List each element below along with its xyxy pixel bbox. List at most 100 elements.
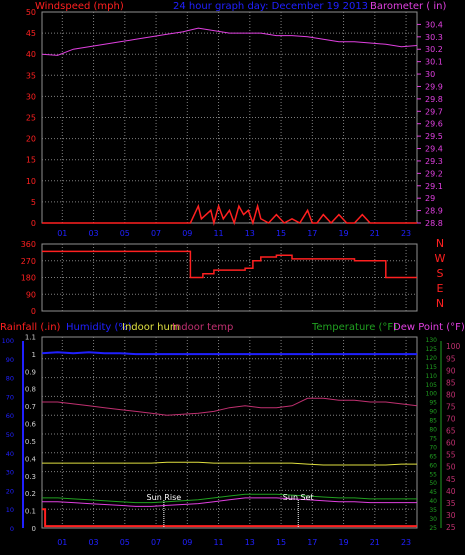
compass-label: N: [436, 297, 444, 310]
x-tick-label: 11: [213, 538, 223, 547]
x-tick-label: 07: [151, 538, 161, 547]
humidity-line: [41, 351, 417, 356]
x-tick-label: 21: [370, 229, 380, 238]
indoor-temp-tick-label: 95: [446, 354, 456, 363]
temperature-tick-label: 105: [426, 382, 438, 389]
panel2-series: [42, 250, 417, 279]
panel1-x-ticks: 01 03 05 07 09 11 13 15 17 19 21 23: [57, 229, 411, 238]
temperature-tick-label: 25: [429, 525, 437, 532]
windspeed-tick-label: 50: [26, 8, 36, 17]
rainfall-tick-label: 0.8: [25, 386, 36, 394]
barometer-tick-label: 29.4: [425, 145, 443, 154]
temperature-tick-label: 125: [426, 346, 438, 353]
panel1-left-ticks: 0 5 10 15 20 25 30 35 40 45 50: [26, 8, 36, 228]
rainfall-tick-label: 1: [32, 351, 36, 359]
x-tick-label: 13: [245, 229, 255, 238]
indoor-temp-tick-label: 40: [446, 487, 456, 496]
humidity-tick-label: 90: [6, 356, 14, 364]
panel1-right-ticks: 28.8 28.9 29 29.1 29.2 29.3 29.4 29.5 29.6 29.7 29…: [417, 20, 443, 228]
x-tick-label: 09: [182, 229, 192, 238]
temperature-tick-label: 65: [429, 453, 437, 460]
barometer-tick-label: 29.6: [425, 120, 443, 129]
x-tick-label: 23: [401, 538, 411, 547]
temperature-tick-label: 40: [429, 498, 437, 505]
x-tick-label: 17: [307, 538, 317, 547]
indoor-temp-tick-label: 85: [446, 378, 456, 387]
rainfall-tick-label: 0.6: [25, 421, 37, 429]
panel1-series: [41, 27, 418, 226]
panel3-left-ticks: 0 10 20 30 40 50 60 70 80 90 100 0 0.1 0.2 0.3 0.4 0.5 0.…: [2, 334, 37, 533]
x-tick-label: 05: [120, 229, 130, 238]
panel3-annotations: Sun Rise Sun Set: [147, 493, 314, 528]
x-tick-label: 19: [338, 538, 348, 547]
x-tick-label: 15: [276, 538, 286, 547]
indoor-temp-tick-label: 55: [446, 451, 456, 460]
x-tick-label: 03: [88, 229, 98, 238]
indoor-temp-line: [42, 397, 418, 416]
rainfall-line: [42, 508, 417, 528]
barometer-tick-label: 29.5: [425, 132, 443, 141]
x-tick-label: 09: [182, 538, 192, 547]
humidity-tick-label: 70: [6, 393, 14, 401]
windspeed-line: [42, 203, 417, 226]
temperature-tick-label: 50: [429, 480, 437, 487]
panel3-right-ticks: 2530354045505560657075808590951001051101…: [426, 337, 461, 532]
indoor-temp-tick-label: 90: [446, 366, 456, 375]
indoor-hum-line: [42, 461, 417, 466]
barometer-tick-label: 29.9: [425, 82, 443, 91]
indoor-temp-tick-label: 80: [446, 390, 456, 399]
rainfall-tick-label: 0.9: [25, 368, 36, 376]
humidity-tick-label: 30: [6, 469, 14, 477]
barometer-tick-label: 29.3: [425, 157, 443, 166]
dew-point-axis-label: Dew Point (°F): [393, 322, 465, 333]
x-tick-label: 01: [57, 538, 67, 547]
windspeed-axis-label: Windspeed (mph): [35, 1, 124, 12]
humidity-tick-label: 100: [2, 337, 14, 345]
indoor-temp-tick-label: 60: [446, 439, 456, 448]
windspeed-tick-label: 5: [31, 198, 36, 207]
x-tick-label: 13: [245, 538, 255, 547]
x-tick-label: 23: [401, 229, 411, 238]
temperature-tick-label: 35: [429, 507, 437, 514]
temperature-tick-label: 45: [429, 489, 437, 496]
temperature-tick-label: 70: [429, 444, 437, 451]
humidity-tick-label: 0: [10, 525, 14, 533]
sun-marker-label: Sun Set: [283, 493, 314, 502]
barometer-tick-label: 28.8: [425, 219, 443, 228]
temperature-tick-label: 60: [429, 462, 437, 469]
windspeed-tick-label: 0: [31, 219, 36, 228]
rainfall-tick-label: 0.4: [25, 455, 37, 463]
rainfall-tick-label: 1.1: [25, 334, 36, 342]
x-tick-label: 19: [338, 229, 348, 238]
wind-dir-tick-label: 90: [26, 290, 36, 299]
x-tick-label: 17: [307, 229, 317, 238]
compass-label: W: [435, 252, 446, 265]
compass-label: E: [437, 282, 444, 295]
wind-dir-tick-label: 0: [31, 307, 36, 316]
rainfall-tick-label: 0: [32, 525, 36, 533]
temperature-tick-label: 75: [429, 435, 437, 442]
windspeed-tick-label: 20: [26, 135, 36, 144]
panel3-grid: [42, 337, 417, 528]
x-tick-label: 01: [57, 229, 67, 238]
temperature-tick-label: 90: [429, 409, 437, 416]
compass-label: S: [437, 267, 444, 280]
indoor-temp-tick-label: 75: [446, 402, 456, 411]
windspeed-tick-label: 35: [26, 71, 36, 80]
temperature-tick-label: 100: [426, 391, 438, 398]
indoor-temp-tick-label: 30: [446, 511, 456, 520]
temperature-tick-label: 130: [426, 337, 438, 344]
barometer-axis-label: Barometer ( in): [370, 1, 446, 12]
windspeed-tick-label: 10: [26, 177, 36, 186]
rainfall-tick-label: 0.2: [25, 490, 36, 498]
indoor-temp-tick-label: 25: [446, 523, 456, 532]
barometer-tick-label: 29.2: [425, 169, 443, 178]
indoor-temp-tick-label: 65: [446, 427, 456, 436]
windspeed-tick-label: 25: [26, 114, 36, 123]
barometer-tick-label: 29.8: [425, 95, 443, 104]
panel2-left-ticks: 0 90 180 270 360: [21, 240, 36, 316]
wind-direction-line: [42, 250, 417, 279]
humidity-tick-label: 50: [6, 431, 14, 439]
humidity-tick-label: 20: [6, 487, 14, 495]
